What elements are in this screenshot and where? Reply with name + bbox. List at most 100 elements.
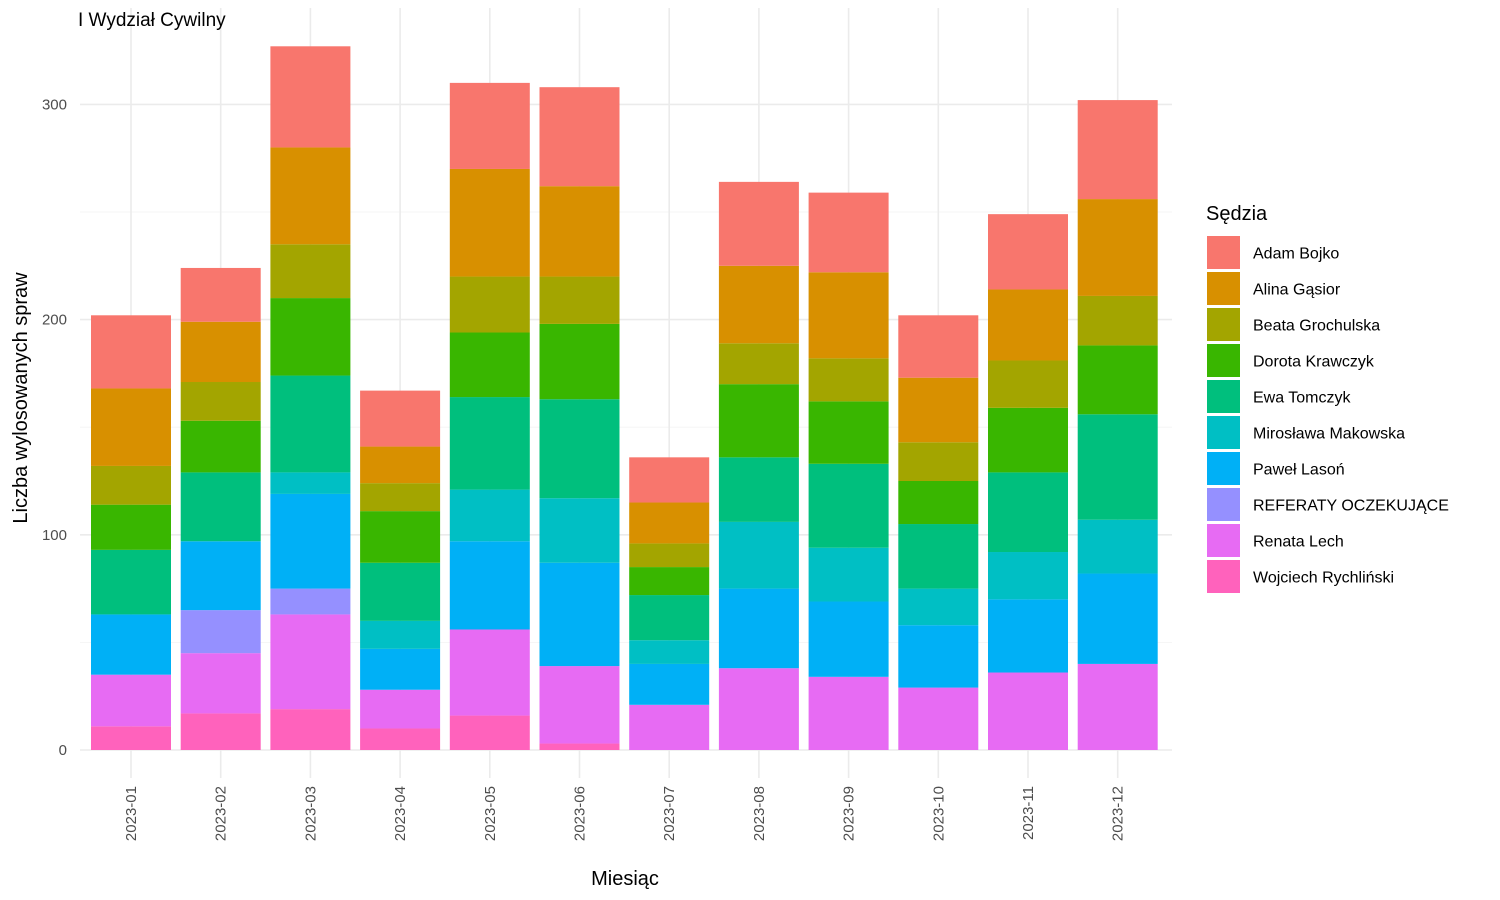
bar-segment — [808, 547, 889, 602]
legend-label: Alina Gąsior — [1253, 282, 1341, 299]
bar-segment — [898, 315, 979, 378]
bar-segment — [91, 674, 171, 727]
legend-item: Adam Bojko — [1207, 236, 1339, 269]
bar-segment — [718, 384, 799, 458]
bar-segment — [808, 192, 889, 273]
legend-key — [1207, 272, 1240, 305]
y-tick-label: 200 — [42, 312, 67, 329]
bar-segment — [270, 298, 351, 376]
bar-segment — [91, 315, 171, 389]
bar-segment — [629, 704, 710, 750]
bar-segment — [718, 265, 799, 344]
bar-segment — [91, 614, 171, 675]
bar-segment — [898, 524, 979, 589]
bar-segment — [988, 472, 1068, 553]
x-tick-label: 2023-07 — [661, 786, 678, 841]
bar-segment — [898, 625, 979, 688]
bar-segment — [808, 676, 889, 750]
x-axis-title: Miesiąc — [591, 868, 659, 890]
bar-segment — [539, 186, 620, 277]
x-tick-label: 2023-12 — [1110, 786, 1127, 841]
legend-item: REFERATY OCZEKUJĄCE — [1207, 488, 1449, 521]
legend-key — [1207, 452, 1240, 485]
bar-segment — [629, 567, 710, 596]
legend-items: Adam Bojko Alina Gąsior Beata Grochulska Do… — [1207, 236, 1449, 593]
bar-segment — [988, 289, 1068, 361]
bar-segment — [91, 549, 171, 615]
bar-segment — [539, 276, 620, 324]
legend-item: Paweł Lasoń — [1207, 452, 1345, 485]
bar-segment — [270, 472, 351, 494]
bar-segment — [449, 276, 530, 333]
bar-segment — [629, 502, 710, 544]
legend-key — [1207, 380, 1240, 413]
bar-segment — [449, 629, 530, 716]
legend-label: Ewa Tomczyk — [1253, 390, 1352, 407]
bar-segment — [629, 663, 710, 705]
legend-item: Beata Grochulska — [1207, 308, 1380, 341]
legend-key — [1207, 488, 1240, 521]
bar-segment — [91, 726, 171, 750]
bar-segment — [449, 541, 530, 630]
legend-label: Renata Lech — [1253, 534, 1344, 551]
x-tick-label: 2023-05 — [482, 786, 499, 841]
bar-segment — [270, 614, 351, 710]
legend-label: Dorota Krawczyk — [1253, 354, 1375, 371]
bar-segment — [718, 181, 799, 266]
bar-segment — [808, 358, 889, 402]
bar-segment — [988, 407, 1068, 473]
bar-segment — [180, 382, 261, 421]
bar-segment — [180, 472, 261, 542]
bar-segment — [629, 543, 710, 568]
legend: Sędzia Adam Bojko Alina Gąsior Beata Groch… — [1206, 203, 1449, 593]
y-tick-label: 0 — [59, 742, 67, 759]
legend-item: Ewa Tomczyk — [1207, 380, 1352, 413]
bar-segment — [718, 457, 799, 522]
legend-item: Wojciech Rychliński — [1207, 560, 1394, 593]
bar-segment — [629, 640, 710, 664]
bar-segment — [360, 620, 441, 649]
x-tick-label: 2023-01 — [123, 786, 140, 841]
legend-item: Renata Lech — [1207, 524, 1344, 557]
bars — [91, 46, 1158, 750]
bar-segment — [180, 267, 261, 322]
legend-title: Sędzia — [1206, 203, 1268, 225]
bar-segment — [449, 168, 530, 277]
x-tick-label: 2023-06 — [572, 786, 589, 841]
bar-segment — [539, 562, 620, 667]
x-tick-label: 2023-10 — [930, 786, 947, 841]
bar-segment — [808, 463, 889, 548]
y-axis-ticks: 0 100 200 300 — [42, 96, 67, 759]
legend-key — [1207, 344, 1240, 377]
bar-segment — [270, 493, 351, 589]
bar-segment — [270, 244, 351, 299]
bar-segment — [1077, 414, 1158, 520]
bar-segment — [629, 457, 710, 503]
legend-label: Paweł Lasoń — [1253, 462, 1345, 479]
legend-key — [1207, 524, 1240, 557]
bar-segment — [91, 465, 171, 505]
bar-segment — [808, 401, 889, 464]
bar-segment — [1077, 519, 1158, 574]
bar-segment — [898, 687, 979, 750]
bar-segment — [91, 504, 171, 550]
bar-segment — [718, 668, 799, 750]
bar-segment — [1077, 199, 1158, 296]
bar-segment — [91, 388, 171, 466]
chart-title: I Wydział Cywilny — [78, 10, 226, 31]
bar-segment — [898, 377, 979, 443]
bar-segment — [808, 601, 889, 677]
bar-segment — [360, 511, 441, 563]
x-tick-label: 2023-02 — [213, 786, 230, 841]
bar-segment — [449, 715, 530, 750]
legend-item: Dorota Krawczyk — [1207, 344, 1375, 377]
bar-segment — [988, 360, 1068, 408]
bar-segment — [898, 442, 979, 481]
legend-label: Wojciech Rychliński — [1253, 570, 1394, 587]
legend-label: Adam Bojko — [1253, 246, 1339, 263]
y-axis-title: Liczba wylosowanych spraw — [10, 272, 32, 524]
legend-label: Mirosława Makowska — [1253, 426, 1405, 443]
bar-segment — [270, 46, 351, 148]
y-tick-label: 300 — [42, 96, 67, 113]
